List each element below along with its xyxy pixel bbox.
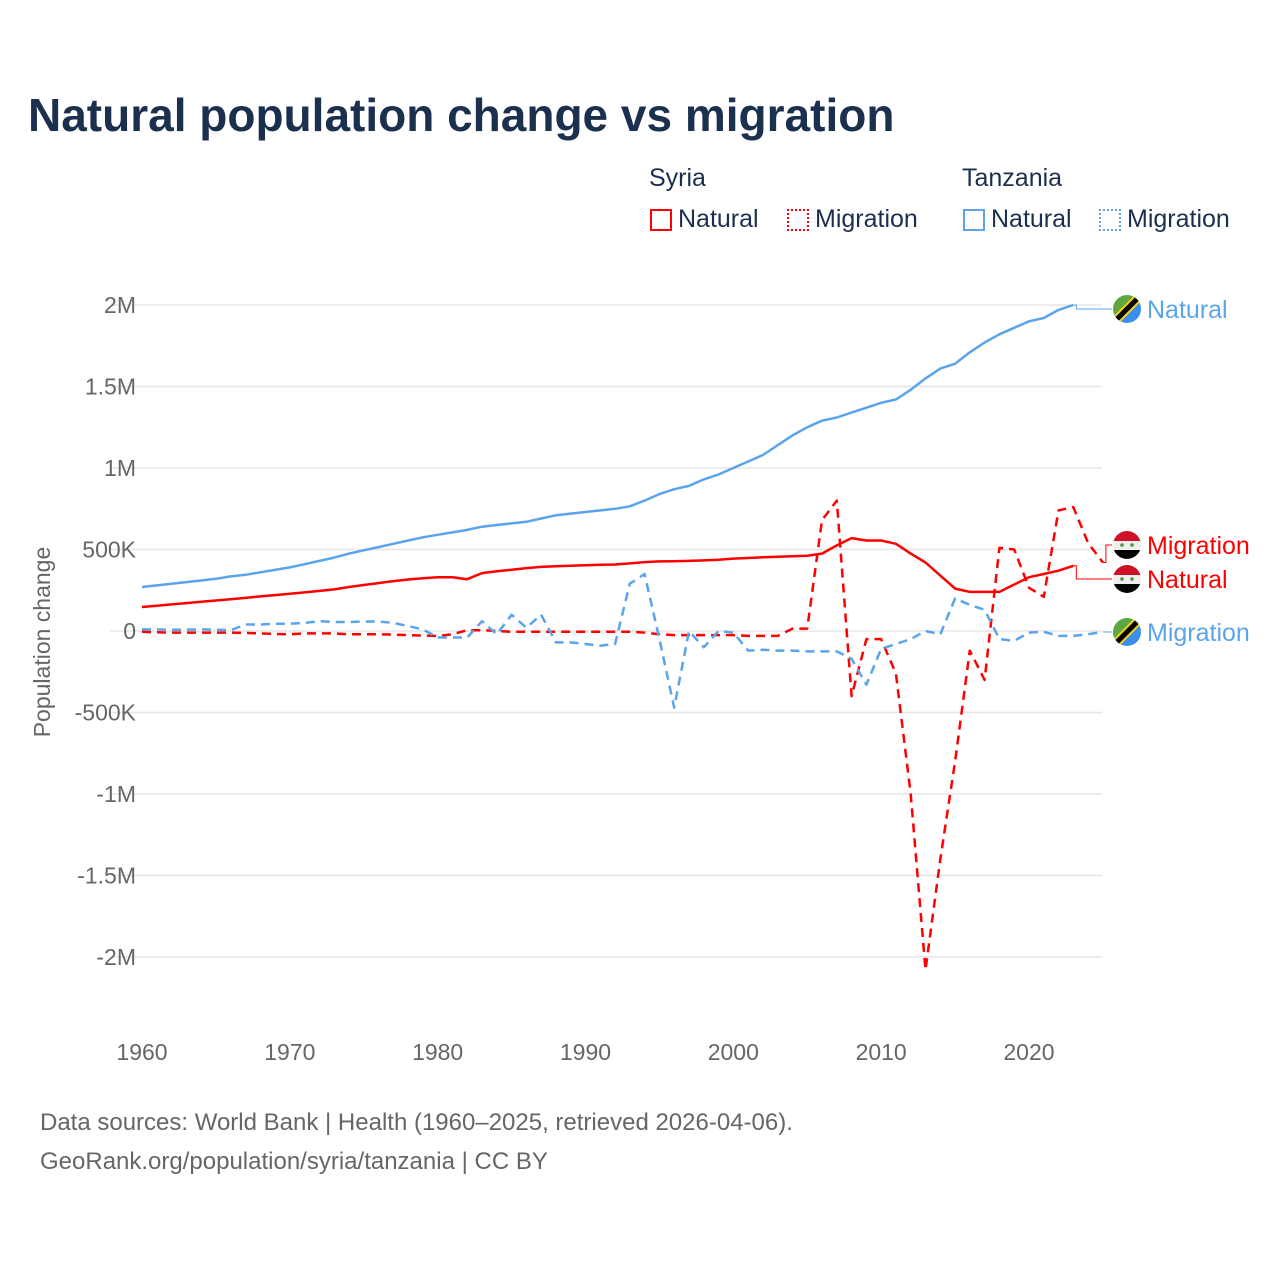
series-end-label: Natural — [1147, 296, 1228, 324]
legend-label: Natural — [678, 205, 759, 233]
x-tick-label: 1960 — [116, 1039, 167, 1065]
legend-label: Migration — [1127, 205, 1230, 233]
legend-tanzania-natural[interactable]: Natural — [963, 205, 1072, 234]
series-line-tanzania-natural — [141, 303, 1074, 589]
series-line-syria-natural — [141, 536, 1074, 609]
syria-flag-icon — [1113, 531, 1141, 559]
y-tick-label: 0 — [123, 618, 136, 644]
tanzania-flag-icon — [1113, 295, 1141, 323]
footer-link[interactable]: GeoRank.org/population/syria/tanzania | … — [40, 1148, 548, 1175]
label-connector — [1102, 544, 1112, 564]
label-connector — [1073, 304, 1112, 310]
y-tick-label: -500K — [75, 700, 137, 726]
x-tick-label: 1990 — [560, 1039, 611, 1065]
x-tick-label: 1970 — [264, 1039, 315, 1065]
x-tick-label: 2020 — [1003, 1039, 1054, 1065]
y-tick-label: -1.5M — [77, 863, 136, 889]
legend-swatch-dotted-icon — [787, 208, 809, 231]
legend-swatch-dotted-icon — [1099, 208, 1121, 231]
y-tick-label: -2M — [96, 944, 136, 970]
legend-group-syria: Syria — [649, 164, 706, 192]
series-end-label: Natural — [1147, 566, 1228, 594]
y-axis-label: Population change — [29, 547, 55, 738]
legend-label: Natural — [991, 205, 1072, 233]
legend-syria-migration[interactable]: Migration — [787, 205, 918, 234]
series-line-tanzania-migration — [142, 572, 1104, 709]
footer-sources: Data sources: World Bank | Health (1960–… — [40, 1109, 793, 1136]
syria-flag-icon — [1113, 565, 1141, 593]
series-end-label: Migration — [1147, 619, 1250, 647]
x-tick-label: 1980 — [412, 1039, 463, 1065]
y-tick-label: 500K — [82, 537, 136, 563]
series-end-label: Migration — [1147, 532, 1250, 560]
legend-group-tanzania: Tanzania — [962, 164, 1063, 192]
tanzania-flag-icon — [1113, 618, 1141, 646]
legend-tanzania-migration[interactable]: Migration — [1099, 205, 1230, 234]
legend-label: Migration — [815, 205, 918, 233]
y-tick-label: 1M — [104, 455, 136, 481]
y-tick-label: 1.5M — [85, 374, 136, 400]
legend-syria-natural[interactable]: Natural — [650, 205, 759, 234]
y-tick-label: 2M — [104, 292, 136, 318]
x-tick-label: 2000 — [708, 1039, 759, 1065]
y-tick-label: -1M — [96, 781, 136, 807]
legend-swatch-solid-icon — [963, 208, 985, 231]
x-tick-label: 2010 — [856, 1039, 907, 1065]
series-line-syria-migration — [141, 499, 1104, 972]
label-connector — [1073, 565, 1112, 580]
legend-swatch-solid-icon — [650, 208, 672, 231]
chart-title: Natural population change vs migration — [28, 89, 895, 141]
